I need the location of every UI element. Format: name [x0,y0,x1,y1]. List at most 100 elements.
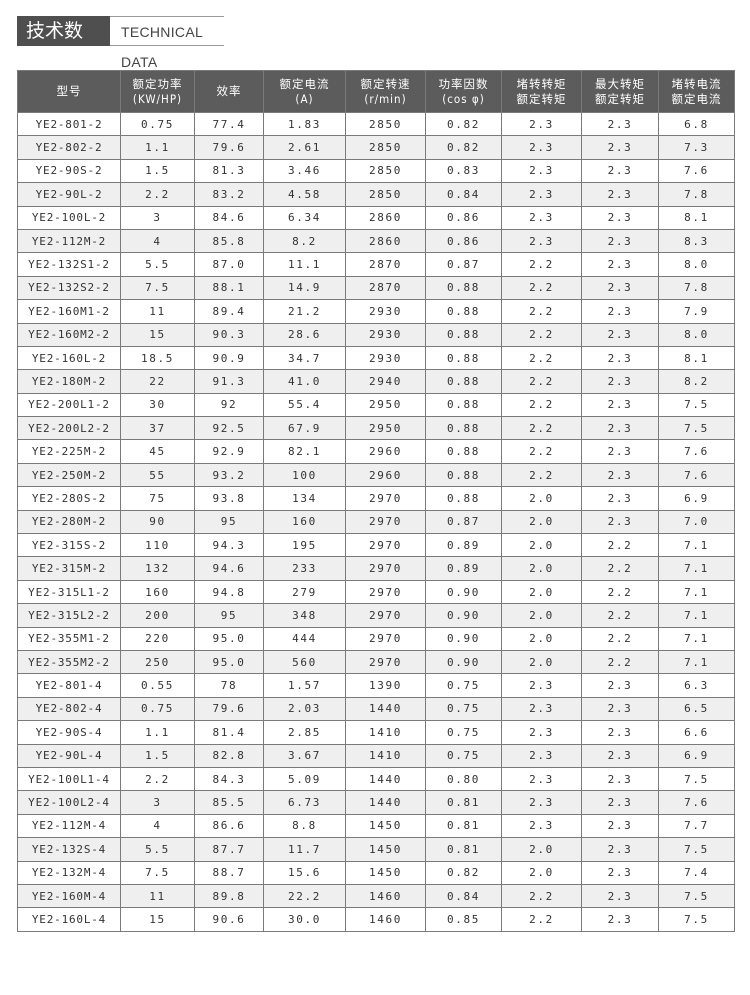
column-header: 额定电流 (A) [263,70,346,113]
value-cell: 2.2 [581,579,659,605]
value-cell: 1410 [345,720,426,745]
value-cell: 2.0 [501,486,582,511]
value-cell: 132 [120,556,195,581]
value-cell: 8.8 [263,813,346,839]
value-cell: 2970 [345,556,426,581]
value-cell: 6.3 [658,673,735,698]
value-cell: 2.0 [501,579,582,605]
value-cell: 2.3 [581,275,659,301]
table-row: YE2-802-2 1.1 79.6 2.61 2850 0.82 2.3 2.3 7.3 [17,135,735,160]
value-cell: 134 [263,486,346,511]
value-cell: 55 [120,462,195,488]
value-cell: 6.73 [263,790,346,815]
table-row: YE2-160L-2 18.5 90.9 34.7 2930 0.88 2.2 2.3 8.1 [17,345,735,371]
model-cell: YE2-100L1-4 [17,766,121,792]
model-cell: YE2-801-4 [17,673,121,698]
table-row: YE2-355M1-2 220 95.0 444 2970 0.90 2.0 2.2 7.1 [17,626,735,651]
value-cell: 2.0 [501,649,582,675]
value-cell: 2970 [345,509,426,535]
value-cell: 90 [120,509,195,535]
value-cell: 7.5 [658,766,735,792]
value-cell: 2950 [345,392,426,418]
value-cell: 2.0 [501,626,582,651]
value-cell: 7.9 [658,299,735,324]
value-cell: 2.3 [581,813,659,839]
value-cell: 2970 [345,533,426,558]
value-cell: 2.3 [581,837,659,862]
value-cell: 2.3 [501,696,582,722]
technical-data-table: 型号 额定功率 (KW/HP) 效率 额定电流 (A) 额定转速 (r/min) 功率因数 (co… [17,70,735,932]
value-cell: 1.5 [120,158,195,184]
column-header-line: 额定功率 [132,76,183,91]
value-cell: 0.83 [425,158,502,184]
value-cell: 2.3 [501,743,582,768]
value-cell: 0.88 [425,299,502,324]
value-cell: 0.80 [425,766,502,792]
value-cell: 2870 [345,252,426,277]
value-cell: 86.6 [194,813,264,839]
value-cell: 2.3 [581,322,659,347]
value-cell: 2.2 [120,182,195,207]
value-cell: 37 [120,416,195,441]
value-cell: 7.5 [658,907,735,932]
value-cell: 110 [120,533,195,558]
value-cell: 2.2 [581,649,659,675]
value-cell: 0.75 [425,696,502,722]
value-cell: 2.0 [501,603,582,628]
column-header-line: (A) [295,91,314,106]
value-cell: 0.89 [425,533,502,558]
value-cell: 2970 [345,486,426,511]
value-cell: 2950 [345,416,426,441]
value-cell: 7.8 [658,275,735,301]
value-cell: 95.0 [194,649,264,675]
value-cell: 279 [263,579,346,605]
column-header: 额定转速 (r/min) [345,70,426,113]
value-cell: 94.8 [194,579,264,605]
table-row: YE2-315L2-2 200 95 348 2970 0.90 2.0 2.2 7.1 [17,603,735,628]
table-row: YE2-315M-2 132 94.6 233 2970 0.89 2.0 2.2 7.1 [17,556,735,581]
value-cell: 3 [120,790,195,815]
value-cell: 2970 [345,603,426,628]
value-cell: 0.84 [425,182,502,207]
model-cell: YE2-355M2-2 [17,649,121,675]
model-cell: YE2-315S-2 [17,533,121,558]
model-cell: YE2-132S2-2 [17,275,121,301]
value-cell: 4.58 [263,182,346,207]
value-cell: 83.2 [194,182,264,207]
value-cell: 0.88 [425,322,502,347]
model-cell: YE2-160M2-2 [17,322,121,347]
value-cell: 1460 [345,907,426,932]
model-cell: YE2-160L-4 [17,907,121,932]
value-cell: 233 [263,556,346,581]
table-row: YE2-200L2-2 37 92.5 67.9 2950 0.88 2.2 2.3 7.5 [17,416,735,441]
value-cell: 45 [120,439,195,464]
table-row: YE2-225M-2 45 92.9 82.1 2960 0.88 2.2 2.3 7.6 [17,439,735,464]
table-row: YE2-90L-4 1.5 82.8 3.67 1410 0.75 2.3 2.3 6.9 [17,743,735,768]
value-cell: 2960 [345,462,426,488]
value-cell: 91.3 [194,369,264,394]
value-cell: 78 [194,673,264,698]
value-cell: 2.3 [501,135,582,160]
value-cell: 2.2 [581,626,659,651]
value-cell: 2.3 [501,158,582,184]
value-cell: 2.2 [120,766,195,792]
column-header-line: 堵转转矩 [516,76,567,91]
value-cell: 2.3 [501,182,582,207]
column-header-line: 额定转矩 [516,91,567,106]
table-row: YE2-112M-4 4 86.6 8.8 1450 0.81 2.3 2.3 7.7 [17,813,735,839]
value-cell: 0.87 [425,252,502,277]
value-cell: 7.4 [658,860,735,885]
value-cell: 2.2 [501,299,582,324]
table-row: YE2-801-4 0.55 78 1.57 1390 0.75 2.3 2.3 6.3 [17,673,735,698]
model-cell: YE2-160L-2 [17,345,121,371]
value-cell: 0.90 [425,626,502,651]
model-cell: YE2-160M1-2 [17,299,121,324]
value-cell: 75 [120,486,195,511]
value-cell: 7.1 [658,603,735,628]
value-cell: 11 [120,299,195,324]
value-cell: 2.2 [581,556,659,581]
table-row: YE2-100L2-4 3 85.5 6.73 1440 0.81 2.3 2.3 7.6 [17,790,735,815]
table-row: YE2-315S-2 110 94.3 195 2970 0.89 2.0 2.2 7.1 [17,533,735,558]
value-cell: 7.1 [658,626,735,651]
value-cell: 3 [120,205,195,230]
